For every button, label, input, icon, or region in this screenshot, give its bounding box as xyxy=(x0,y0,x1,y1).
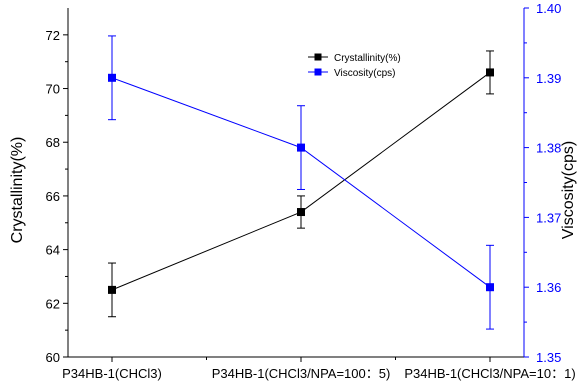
left-y-tick-label: 64 xyxy=(46,243,60,258)
crystallinity-point xyxy=(108,285,116,294)
right-y-axis-title: Viscosity(cps) xyxy=(560,141,577,239)
viscosity-point xyxy=(297,143,305,152)
axis-ticks: 60 62 64 66 68 70 72 1.35 1.36 1.37 1.38 1.39 1.40 P3… xyxy=(46,1,576,381)
x-tick-label: P34HB-1(CHCl3) xyxy=(62,366,162,381)
left-y-tick-label: 70 xyxy=(46,82,60,97)
right-y-tick-label: 1.38 xyxy=(536,141,561,156)
left-y-tick-label: 62 xyxy=(46,296,60,311)
legend: Crystallinity(%) Viscosity(cps) xyxy=(308,53,401,79)
series-markers xyxy=(108,68,494,294)
legend-marker-viscosity xyxy=(314,68,322,76)
x-tick-label: P34HB-1(CHCl3/NPA=10：1) xyxy=(404,366,575,381)
left-y-tick-label: 68 xyxy=(46,135,60,150)
left-y-axis-title: Crystallinity(%) xyxy=(9,137,26,244)
left-y-tick-label: 60 xyxy=(46,350,60,365)
viscosity-point xyxy=(486,283,494,292)
right-y-tick-label: 1.35 xyxy=(536,350,561,365)
legend-label-crystallinity: Crystallinity(%) xyxy=(334,53,401,64)
right-y-tick-label: 1.36 xyxy=(536,280,561,295)
right-y-tick-label: 1.39 xyxy=(536,71,561,86)
left-y-tick-label: 66 xyxy=(46,189,60,204)
left-y-tick-label: 72 xyxy=(46,28,60,43)
crystallinity-point xyxy=(486,68,494,77)
right-y-tick-label: 1.37 xyxy=(536,210,561,225)
right-y-tick-label: 1.40 xyxy=(536,1,561,16)
viscosity-point xyxy=(108,73,116,82)
legend-label-viscosity: Viscosity(cps) xyxy=(334,68,396,79)
crystallinity-point xyxy=(297,208,305,217)
legend-marker-crystallinity xyxy=(314,53,322,61)
x-tick-label: P34HB-1(CHCl3/NPA=100：5) xyxy=(212,366,391,381)
